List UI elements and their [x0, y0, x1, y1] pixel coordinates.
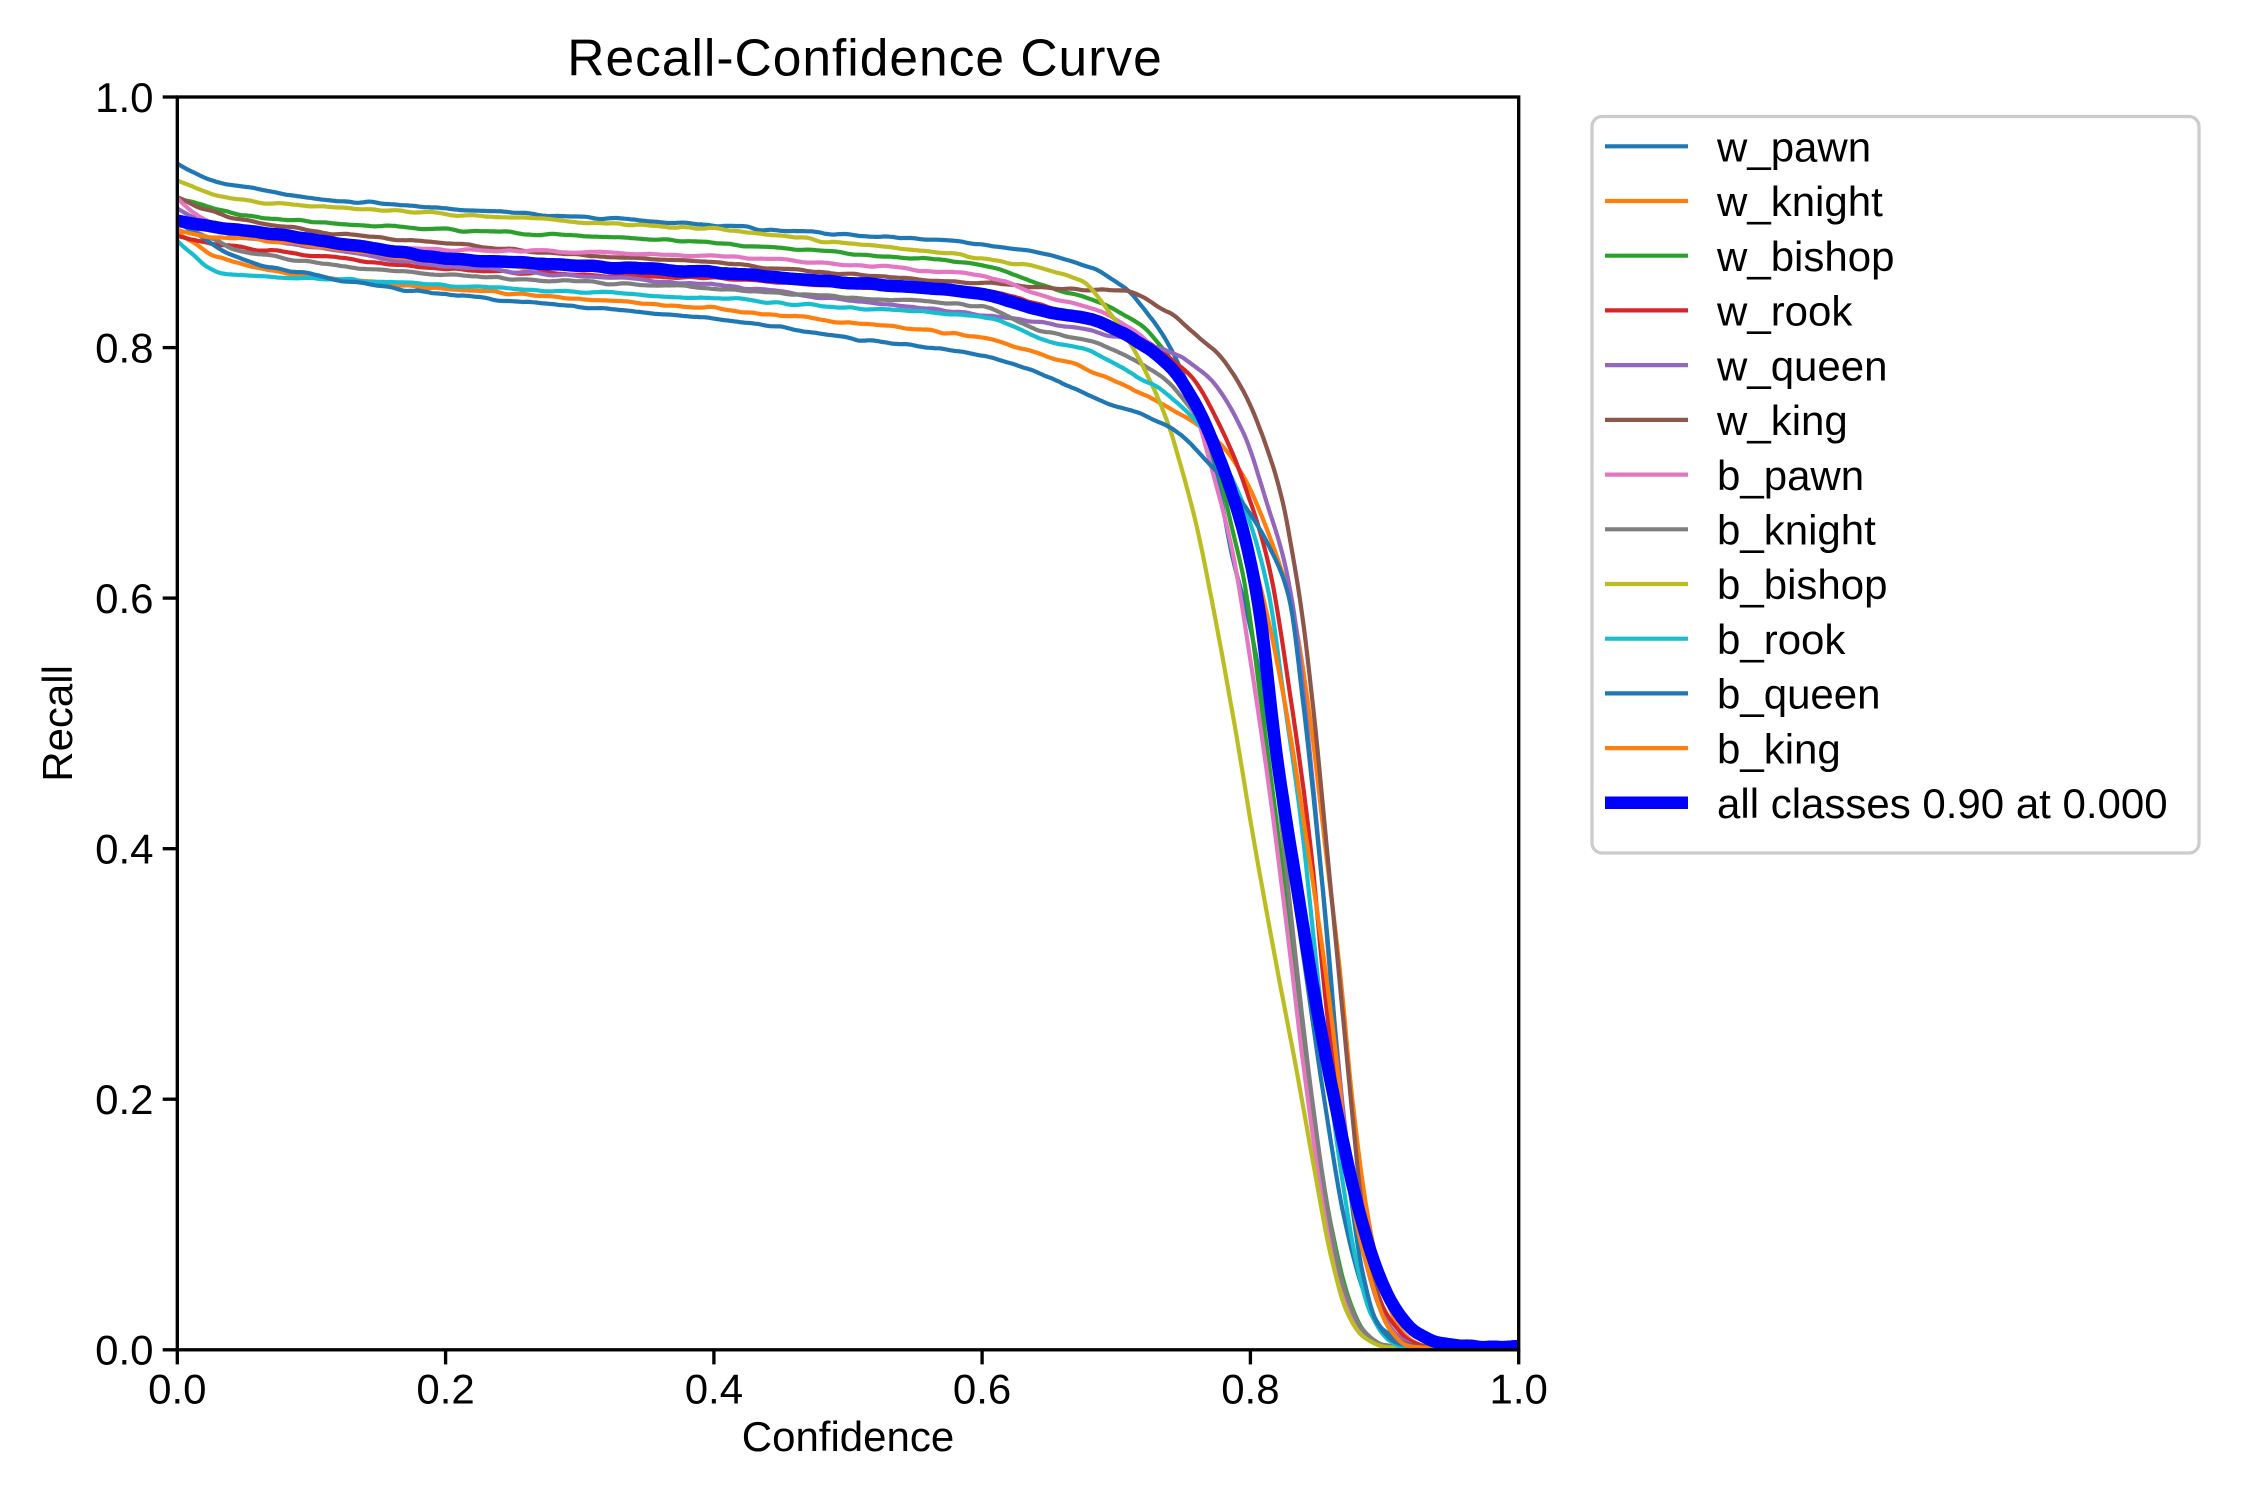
svg-text:w_queen: w_queen [1716, 342, 1887, 389]
svg-text:0.6: 0.6 [95, 575, 153, 622]
svg-text:b_bishop: b_bishop [1717, 561, 1887, 608]
svg-text:Recall: Recall [34, 665, 81, 782]
svg-text:0.2: 0.2 [416, 1366, 474, 1413]
svg-text:b_pawn: b_pawn [1717, 452, 1864, 499]
svg-text:all classes 0.90 at 0.000: all classes 0.90 at 0.000 [1717, 780, 2168, 827]
svg-text:1.0: 1.0 [95, 74, 153, 121]
svg-text:b_rook: b_rook [1717, 616, 1846, 663]
svg-text:0.0: 0.0 [95, 1327, 153, 1374]
svg-text:1.0: 1.0 [1490, 1366, 1548, 1413]
svg-text:w_king: w_king [1716, 397, 1848, 444]
svg-text:w_pawn: w_pawn [1716, 124, 1871, 171]
svg-text:0.4: 0.4 [95, 826, 153, 873]
svg-text:Recall-Confidence Curve: Recall-Confidence Curve [567, 29, 1163, 87]
svg-text:w_rook: w_rook [1716, 288, 1853, 335]
svg-text:0.0: 0.0 [148, 1366, 206, 1413]
svg-text:w_knight: w_knight [1716, 178, 1883, 225]
svg-text:Confidence: Confidence [742, 1413, 954, 1460]
svg-text:0.8: 0.8 [95, 324, 153, 371]
svg-text:0.4: 0.4 [685, 1366, 743, 1413]
svg-text:b_king: b_king [1717, 725, 1841, 772]
svg-text:0.6: 0.6 [953, 1366, 1011, 1413]
svg-text:w_bishop: w_bishop [1716, 233, 1894, 280]
svg-text:0.8: 0.8 [1221, 1366, 1279, 1413]
svg-text:0.2: 0.2 [95, 1076, 153, 1123]
svg-text:b_knight: b_knight [1717, 507, 1876, 554]
svg-text:b_queen: b_queen [1717, 671, 1881, 718]
